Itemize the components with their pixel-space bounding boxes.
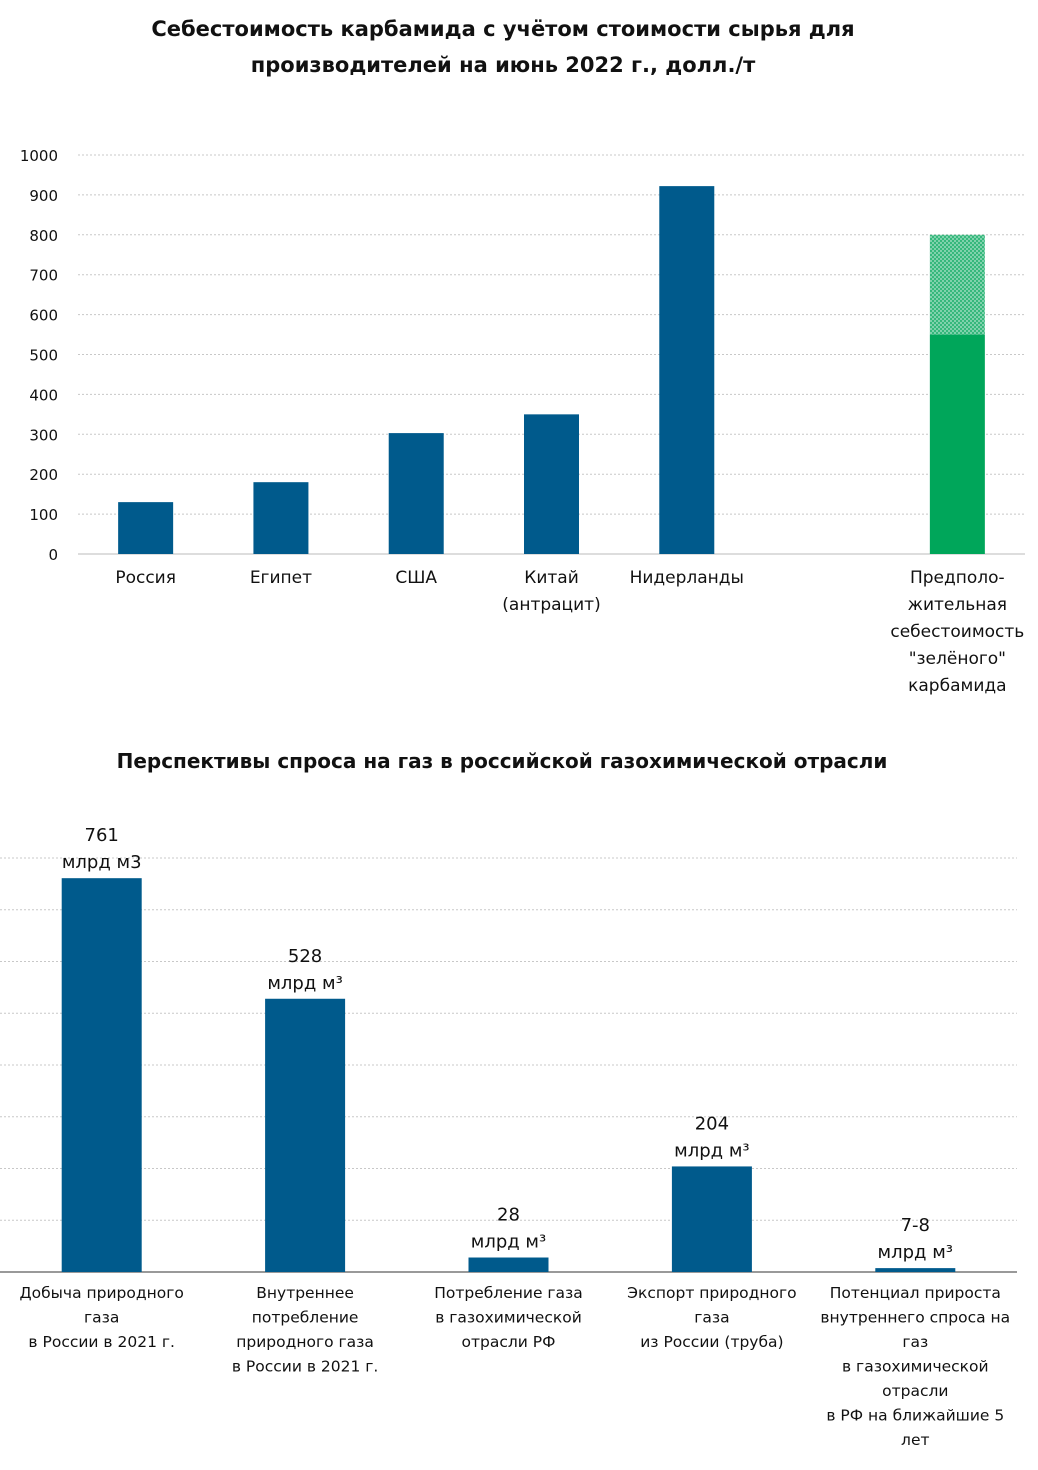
- y-tick-label: 1000: [20, 147, 58, 165]
- y-tick-label: 100: [29, 506, 58, 524]
- x-tick-label: Добыча природного газа в России в 2021 г.: [20, 1284, 184, 1351]
- x-tick-label: Потенциал прироста внутреннего спроса на г…: [820, 1284, 1010, 1449]
- chart-title: Себестоимость карбамида с учётом стоимос…: [151, 17, 854, 77]
- x-tick-label: Китай (антрацит): [502, 568, 600, 615]
- y-tick-label: 700: [29, 267, 58, 285]
- value-label: 28 млрд м³: [471, 1205, 546, 1253]
- bar: [671, 1166, 752, 1272]
- chart-title: Перспективы спроса на газ в российской г…: [117, 749, 888, 773]
- y-tick-label: 400: [29, 386, 58, 404]
- bar: [265, 998, 346, 1272]
- bar: [253, 482, 309, 554]
- y-tick-label: 900: [29, 187, 58, 205]
- x-tick-label: Экспорт природного газа из России (труба): [627, 1284, 796, 1351]
- x-tick-label: Предполо-жительная себестоимость "зелёного…: [890, 568, 1024, 696]
- bar: [388, 433, 444, 554]
- y-tick-label: 500: [29, 347, 58, 365]
- bar: [468, 1257, 549, 1272]
- y-tick-label: 300: [29, 426, 58, 444]
- value-label: 7-8 млрд м³: [878, 1215, 953, 1263]
- y-tick-label: 0: [48, 546, 58, 564]
- x-tick-label: Нидерланды: [630, 568, 744, 588]
- x-tick-label: Потребление газа в газохимической отрасли …: [434, 1284, 583, 1351]
- x-tick-label: Египет: [250, 568, 312, 588]
- value-label: 204 млрд м³: [674, 1113, 749, 1161]
- y-tick-label: 200: [29, 466, 58, 484]
- bar: [61, 878, 142, 1272]
- bar: [875, 1268, 956, 1272]
- y-tick-label: 600: [29, 307, 58, 325]
- x-tick-label: США: [395, 568, 437, 588]
- bar-upper: [929, 234, 985, 335]
- value-label: 528 млрд м³: [267, 946, 342, 994]
- bar: [659, 186, 715, 554]
- y-tick-label: 800: [29, 227, 58, 245]
- x-tick-label: Россия: [115, 568, 176, 588]
- value-label: 761 млрд м3: [62, 825, 142, 873]
- bar: [524, 414, 579, 554]
- bar: [929, 334, 985, 554]
- x-tick-label: Внутреннее потребление природного газа в Ро…: [232, 1284, 379, 1376]
- bar: [118, 502, 174, 554]
